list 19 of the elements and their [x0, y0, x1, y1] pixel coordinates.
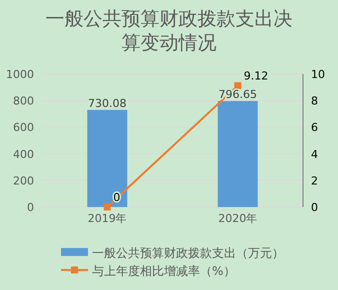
y-tick-label: 600 — [13, 121, 34, 134]
x-tick-label: 2019年 — [88, 212, 127, 225]
y2-tick-label: 10 — [311, 68, 325, 81]
x-tick-label: 2020年 — [218, 212, 258, 225]
y2-tick-label: 4 — [311, 148, 318, 161]
legend-label: 与上年度相比增减率（%） — [92, 264, 236, 278]
y-tick-label: 800 — [13, 94, 34, 108]
y2-tick-label: 2 — [311, 174, 318, 188]
chart-title: 一般公共预算财政拨款支出决算变动情况 — [46, 8, 292, 54]
data-label: 9.12 — [244, 70, 268, 83]
y2-tick-label: 6 — [311, 121, 318, 134]
legend-label: 一般公共预算财政拨款支出（万元） — [92, 246, 284, 260]
y-tick-label: 1000 — [6, 68, 34, 81]
y-tick-label: 0 — [27, 201, 34, 214]
y2-tick-label: 8 — [311, 94, 318, 108]
y2-tick-label: 0 — [311, 201, 318, 214]
y-tick-label: 200 — [13, 174, 34, 188]
y-tick-label: 400 — [13, 148, 34, 161]
data-label: 730.08 — [88, 96, 126, 110]
